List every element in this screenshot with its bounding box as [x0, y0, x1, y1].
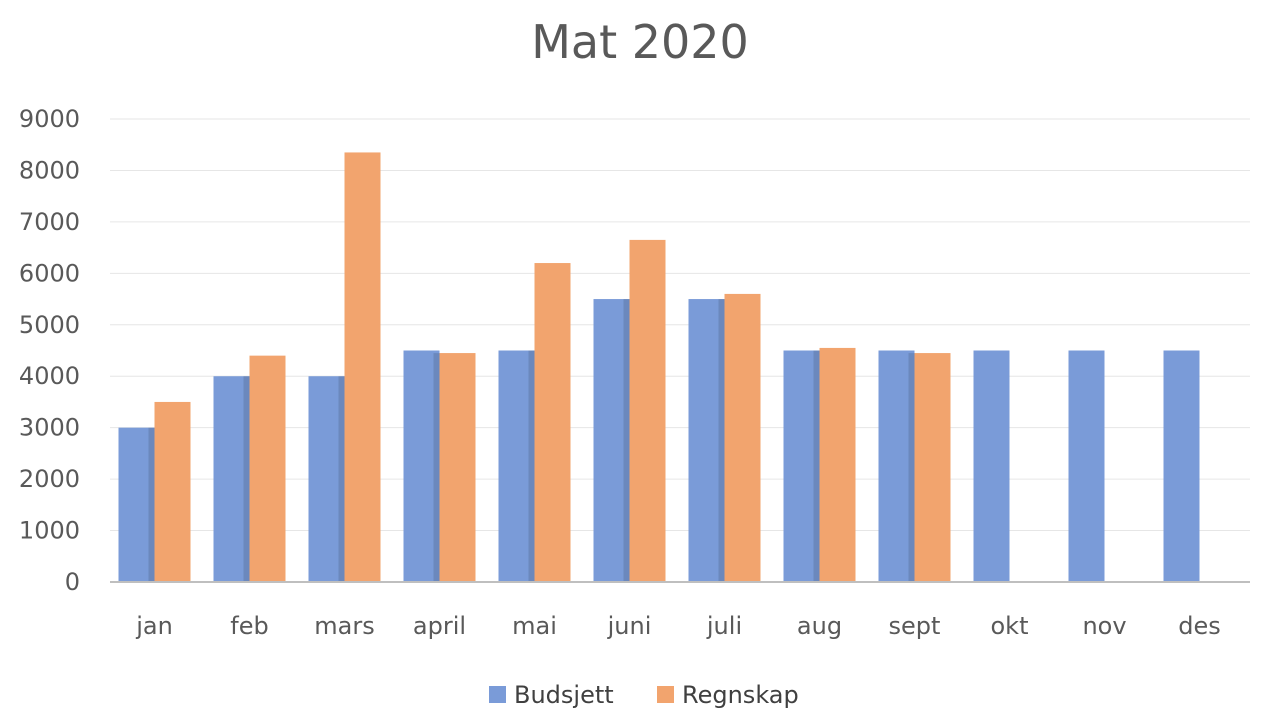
bar-budsjett [213, 376, 250, 582]
legend-swatch [657, 686, 674, 703]
bar-budsjett [1163, 350, 1200, 582]
bar-budsjett [308, 376, 345, 582]
y-tick-label: 4000 [19, 362, 80, 390]
x-tick-label: jan [135, 612, 173, 640]
bar-shadow [908, 353, 915, 582]
bar-regnskap [154, 401, 191, 582]
y-tick-label: 5000 [19, 311, 80, 339]
bar-budsjett [403, 350, 440, 582]
y-tick-label: 0 [65, 568, 80, 596]
bar-regnskap [344, 152, 381, 582]
x-tick-label: sept [889, 612, 941, 640]
gridlines [110, 118, 1250, 532]
bar-budsjett [878, 350, 915, 582]
legend: Budsjett Regnskap [489, 681, 799, 709]
x-axis: jan feb mars april mai juni juli aug sept okt nov d… [135, 612, 1221, 640]
bar-shadow [718, 299, 725, 582]
y-tick-label: 7000 [19, 208, 80, 236]
x-tick-label: feb [230, 612, 268, 640]
y-tick-label: 3000 [19, 414, 80, 442]
bar-budsjett [973, 350, 1010, 582]
legend-label: Regnskap [682, 681, 799, 709]
bar-budsjett [593, 299, 630, 582]
x-tick-label: nov [1082, 612, 1126, 640]
bar-regnskap [629, 239, 666, 582]
bar-shadow [243, 376, 250, 582]
x-tick-label: mai [512, 612, 557, 640]
x-tick-label: mars [314, 612, 374, 640]
legend-swatch [489, 686, 506, 703]
chart-title: Mat 2020 [531, 15, 749, 69]
bar-budsjett [118, 427, 155, 582]
bar-shadow [813, 350, 820, 582]
bar-budsjett [1068, 350, 1105, 582]
bar-budsjett [783, 350, 820, 582]
legend-label: Budsjett [514, 681, 614, 709]
bar-shadow [338, 376, 345, 582]
x-tick-label: juli [706, 612, 742, 640]
x-tick-label: aug [797, 612, 842, 640]
x-tick-label: des [1178, 612, 1221, 640]
bar-budsjett [498, 350, 535, 582]
bar-regnskap [439, 353, 476, 582]
bar-regnskap [914, 353, 951, 582]
bar-budsjett [688, 299, 725, 582]
bar-shadow [148, 427, 155, 582]
x-tick-label: okt [991, 612, 1029, 640]
x-tick-label: april [413, 612, 466, 640]
bar-shadow [623, 299, 630, 582]
bar-shadow [433, 353, 440, 582]
y-tick-label: 1000 [19, 517, 80, 545]
bar-regnskap [249, 355, 286, 582]
y-axis: 0 1000 2000 3000 4000 5000 6000 7000 8000 9000 [19, 105, 80, 596]
bar-shadow [528, 350, 535, 582]
y-tick-label: 8000 [19, 156, 80, 184]
x-tick-label: juni [607, 612, 652, 640]
bar-regnskap [534, 263, 571, 582]
y-tick-label: 2000 [19, 465, 80, 493]
bar-regnskap [819, 347, 856, 582]
bar-regnskap [724, 293, 761, 582]
bars [118, 152, 1200, 582]
y-tick-label: 6000 [19, 259, 80, 287]
y-tick-label: 9000 [19, 105, 80, 133]
